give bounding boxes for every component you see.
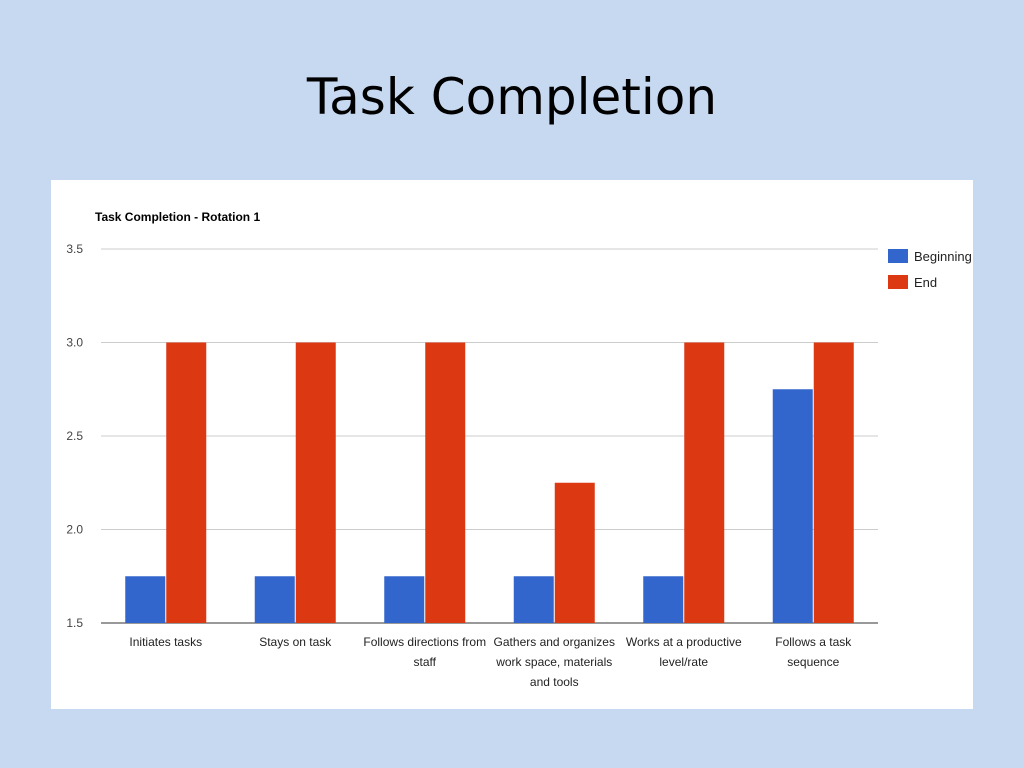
category-label: Follows a task sequence — [775, 635, 852, 669]
y-tick-label: 3.0 — [66, 336, 83, 350]
legend: Beginning End — [888, 249, 972, 290]
slide-title: Task Completion — [306, 68, 718, 126]
chart-panel: Task Completion - Rotation 1 1.5 2.0 2.5 3.… — [51, 180, 973, 709]
category-label-line: Follows directions from — [363, 635, 486, 649]
category-label-line: Works at a productive — [626, 635, 742, 649]
category-label-line: Gathers and organizes — [494, 635, 615, 649]
y-tick-label: 2.0 — [66, 523, 83, 537]
bar-end-1 — [295, 342, 336, 623]
category-label-line: work space, materials — [495, 655, 612, 669]
category-label: Follows directions from staff — [363, 635, 486, 669]
category-label-line: level/rate — [659, 655, 708, 669]
x-axis-categories: Initiates tasks Stays on task Follows dire… — [129, 635, 852, 689]
category-label-line: and tools — [530, 675, 579, 689]
y-tick-label: 2.5 — [66, 429, 83, 443]
category-label: Gathers and organizes work space, materia… — [494, 635, 615, 689]
bar-beginning-0 — [125, 576, 166, 623]
bar-end-3 — [554, 482, 595, 623]
category-label-line: Follows a task — [775, 635, 852, 649]
legend-label-beginning: Beginning — [914, 249, 972, 264]
category-label: Initiates tasks — [129, 635, 202, 649]
legend-swatch-end — [888, 275, 908, 289]
legend-label-end: End — [914, 275, 937, 290]
bar-end-4 — [684, 342, 725, 623]
category-label: Works at a productive level/rate — [626, 635, 742, 669]
bar-end-2 — [425, 342, 466, 623]
chart-title: Task Completion - Rotation 1 — [95, 210, 260, 224]
bar-end-0 — [166, 342, 207, 623]
bar-beginning-1 — [254, 576, 295, 623]
y-axis-ticks: 1.5 2.0 2.5 3.0 3.5 — [66, 242, 83, 630]
category-label-line: sequence — [787, 655, 839, 669]
category-label-line: Initiates tasks — [129, 635, 202, 649]
bars — [125, 342, 854, 623]
legend-swatch-beginning — [888, 249, 908, 263]
bar-beginning-2 — [384, 576, 425, 623]
bar-end-5 — [813, 342, 854, 623]
y-tick-label: 3.5 — [66, 242, 83, 256]
gridlines — [101, 248, 878, 624]
y-tick-label: 1.5 — [66, 616, 83, 630]
bar-chart: Task Completion - Rotation 1 1.5 2.0 2.5 3.… — [66, 210, 972, 689]
bar-beginning-3 — [513, 576, 554, 623]
category-label: Stays on task — [259, 635, 332, 649]
category-label-line: Stays on task — [259, 635, 332, 649]
bar-beginning-4 — [643, 576, 684, 623]
category-label-line: staff — [414, 655, 437, 669]
bar-beginning-5 — [772, 389, 813, 623]
